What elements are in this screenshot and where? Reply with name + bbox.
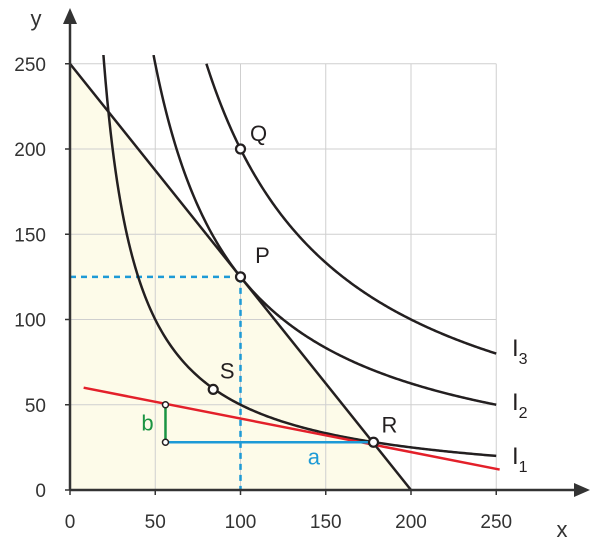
point-R <box>367 436 380 448</box>
y-tick-label: 150 <box>14 225 46 246</box>
segment-endpoint <box>161 438 170 447</box>
x-axis-label: x <box>557 517 568 542</box>
x-tick-label: 200 <box>395 512 427 533</box>
point-label-Q: Q <box>250 121 267 146</box>
point-label-P: P <box>255 243 270 268</box>
red-line <box>83 386 500 471</box>
indifference-curve-I_1 <box>102 55 497 458</box>
x-tick-label: 150 <box>310 512 342 533</box>
y-tick-label: 250 <box>14 55 46 76</box>
y-tick-label: 50 <box>25 396 46 417</box>
x-tick-label: 250 <box>480 512 512 533</box>
curve-label-I_1: I1 <box>512 443 528 476</box>
point-Q <box>234 143 247 155</box>
segment-a-label: a <box>308 444 321 469</box>
indifference-curve-I_3 <box>205 63 497 355</box>
point-P <box>234 271 247 283</box>
segments: ab <box>141 401 374 469</box>
segment-endpoint <box>161 401 170 409</box>
curve-label-I_2: I2 <box>512 389 528 422</box>
x-axis-arrow <box>574 483 590 497</box>
dashed-guides <box>70 275 242 490</box>
x-tick-label: 50 <box>145 512 166 533</box>
y-tick-label: 100 <box>14 311 46 332</box>
point-S <box>207 383 219 396</box>
point-label-R: R <box>382 412 398 437</box>
labels: x y I1 I2 I3 <box>31 6 568 542</box>
curve-label-I_3: I3 <box>512 335 528 368</box>
axes: 0 50 100 150 200 250 0 50 100 150 200 250 <box>14 8 590 533</box>
y-tick-label: 0 <box>35 481 46 502</box>
grid <box>70 63 497 490</box>
y-axis-label: y <box>31 6 42 31</box>
points: Q P S R <box>207 121 398 448</box>
point-label-S: S <box>220 358 235 383</box>
segment-b-label: b <box>141 411 153 436</box>
y-axis-arrow <box>63 8 77 24</box>
indifference-curve-I_2 <box>152 55 497 406</box>
y-tick-label: 200 <box>14 140 46 161</box>
x-tick-label: 0 <box>65 512 76 533</box>
x-tick-label: 100 <box>225 512 257 533</box>
